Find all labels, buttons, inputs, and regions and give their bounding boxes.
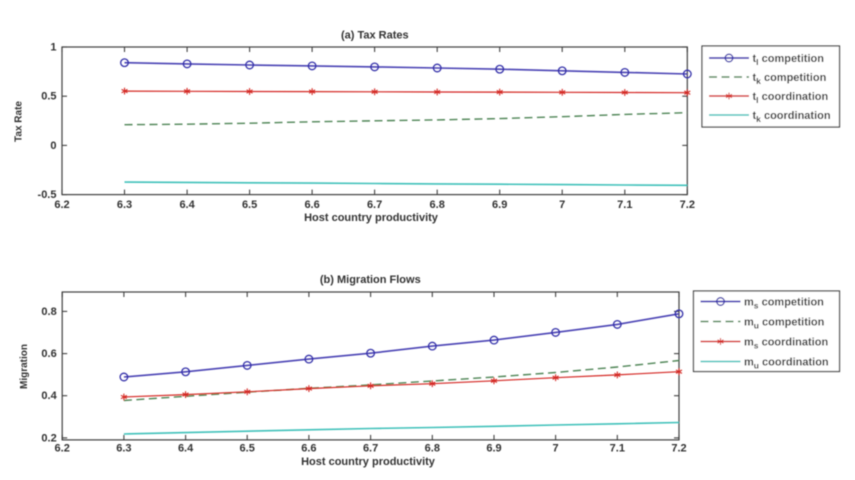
- svg-text:6.3: 6.3: [116, 443, 131, 455]
- svg-text:6.6: 6.6: [304, 199, 319, 211]
- svg-text:6.7: 6.7: [363, 443, 378, 455]
- svg-text:6.6: 6.6: [301, 443, 316, 455]
- svg-text:6.4: 6.4: [178, 443, 194, 455]
- svg-text:0.2: 0.2: [41, 432, 56, 444]
- svg-text:1: 1: [50, 42, 56, 54]
- svg-text:7.1: 7.1: [610, 443, 625, 455]
- svg-text:Host country productivity: Host country productivity: [304, 212, 439, 224]
- svg-text:6.2: 6.2: [54, 199, 69, 211]
- svg-text:7.2: 7.2: [680, 199, 695, 211]
- svg-text:0.6: 0.6: [41, 348, 56, 360]
- svg-text:tl competition: tl competition: [753, 53, 825, 67]
- svg-text:Migration: Migration: [19, 344, 30, 389]
- svg-text:ms competition: ms competition: [744, 296, 824, 310]
- svg-text:(b) Migration Flows: (b) Migration Flows: [320, 274, 421, 286]
- svg-text:(a) Tax Rates: (a) Tax Rates: [341, 30, 409, 42]
- svg-text:6.5: 6.5: [240, 443, 255, 455]
- svg-text:tl coordination: tl coordination: [753, 91, 829, 105]
- svg-text:6.4: 6.4: [179, 199, 195, 211]
- svg-text:ms coordination: ms coordination: [744, 336, 828, 350]
- svg-text:tk coordination: tk coordination: [753, 110, 831, 124]
- svg-text:6.2: 6.2: [55, 443, 70, 455]
- svg-text:tk competition: tk competition: [753, 72, 827, 86]
- svg-text:7: 7: [553, 443, 559, 455]
- svg-text:7.1: 7.1: [617, 199, 632, 211]
- svg-text:0.5: 0.5: [41, 91, 56, 103]
- svg-text:-0.5: -0.5: [38, 189, 57, 201]
- svg-text:6.8: 6.8: [430, 199, 445, 211]
- svg-text:mu competition: mu competition: [744, 316, 825, 330]
- svg-text:0.4: 0.4: [41, 390, 57, 402]
- svg-text:7: 7: [559, 199, 565, 211]
- svg-text:6.3: 6.3: [117, 199, 132, 211]
- svg-text:6.5: 6.5: [242, 199, 257, 211]
- svg-text:Tax Rate: Tax Rate: [14, 101, 25, 142]
- svg-text:6.7: 6.7: [367, 199, 382, 211]
- svg-text:7.2: 7.2: [671, 443, 686, 455]
- svg-text:6.9: 6.9: [486, 443, 501, 455]
- svg-text:0.8: 0.8: [41, 306, 56, 318]
- svg-text:0: 0: [50, 140, 56, 152]
- svg-text:mu coordination: mu coordination: [744, 356, 829, 370]
- svg-text:6.9: 6.9: [492, 199, 507, 211]
- svg-text:6.8: 6.8: [425, 443, 440, 455]
- svg-text:Host country productivity: Host country productivity: [301, 456, 436, 468]
